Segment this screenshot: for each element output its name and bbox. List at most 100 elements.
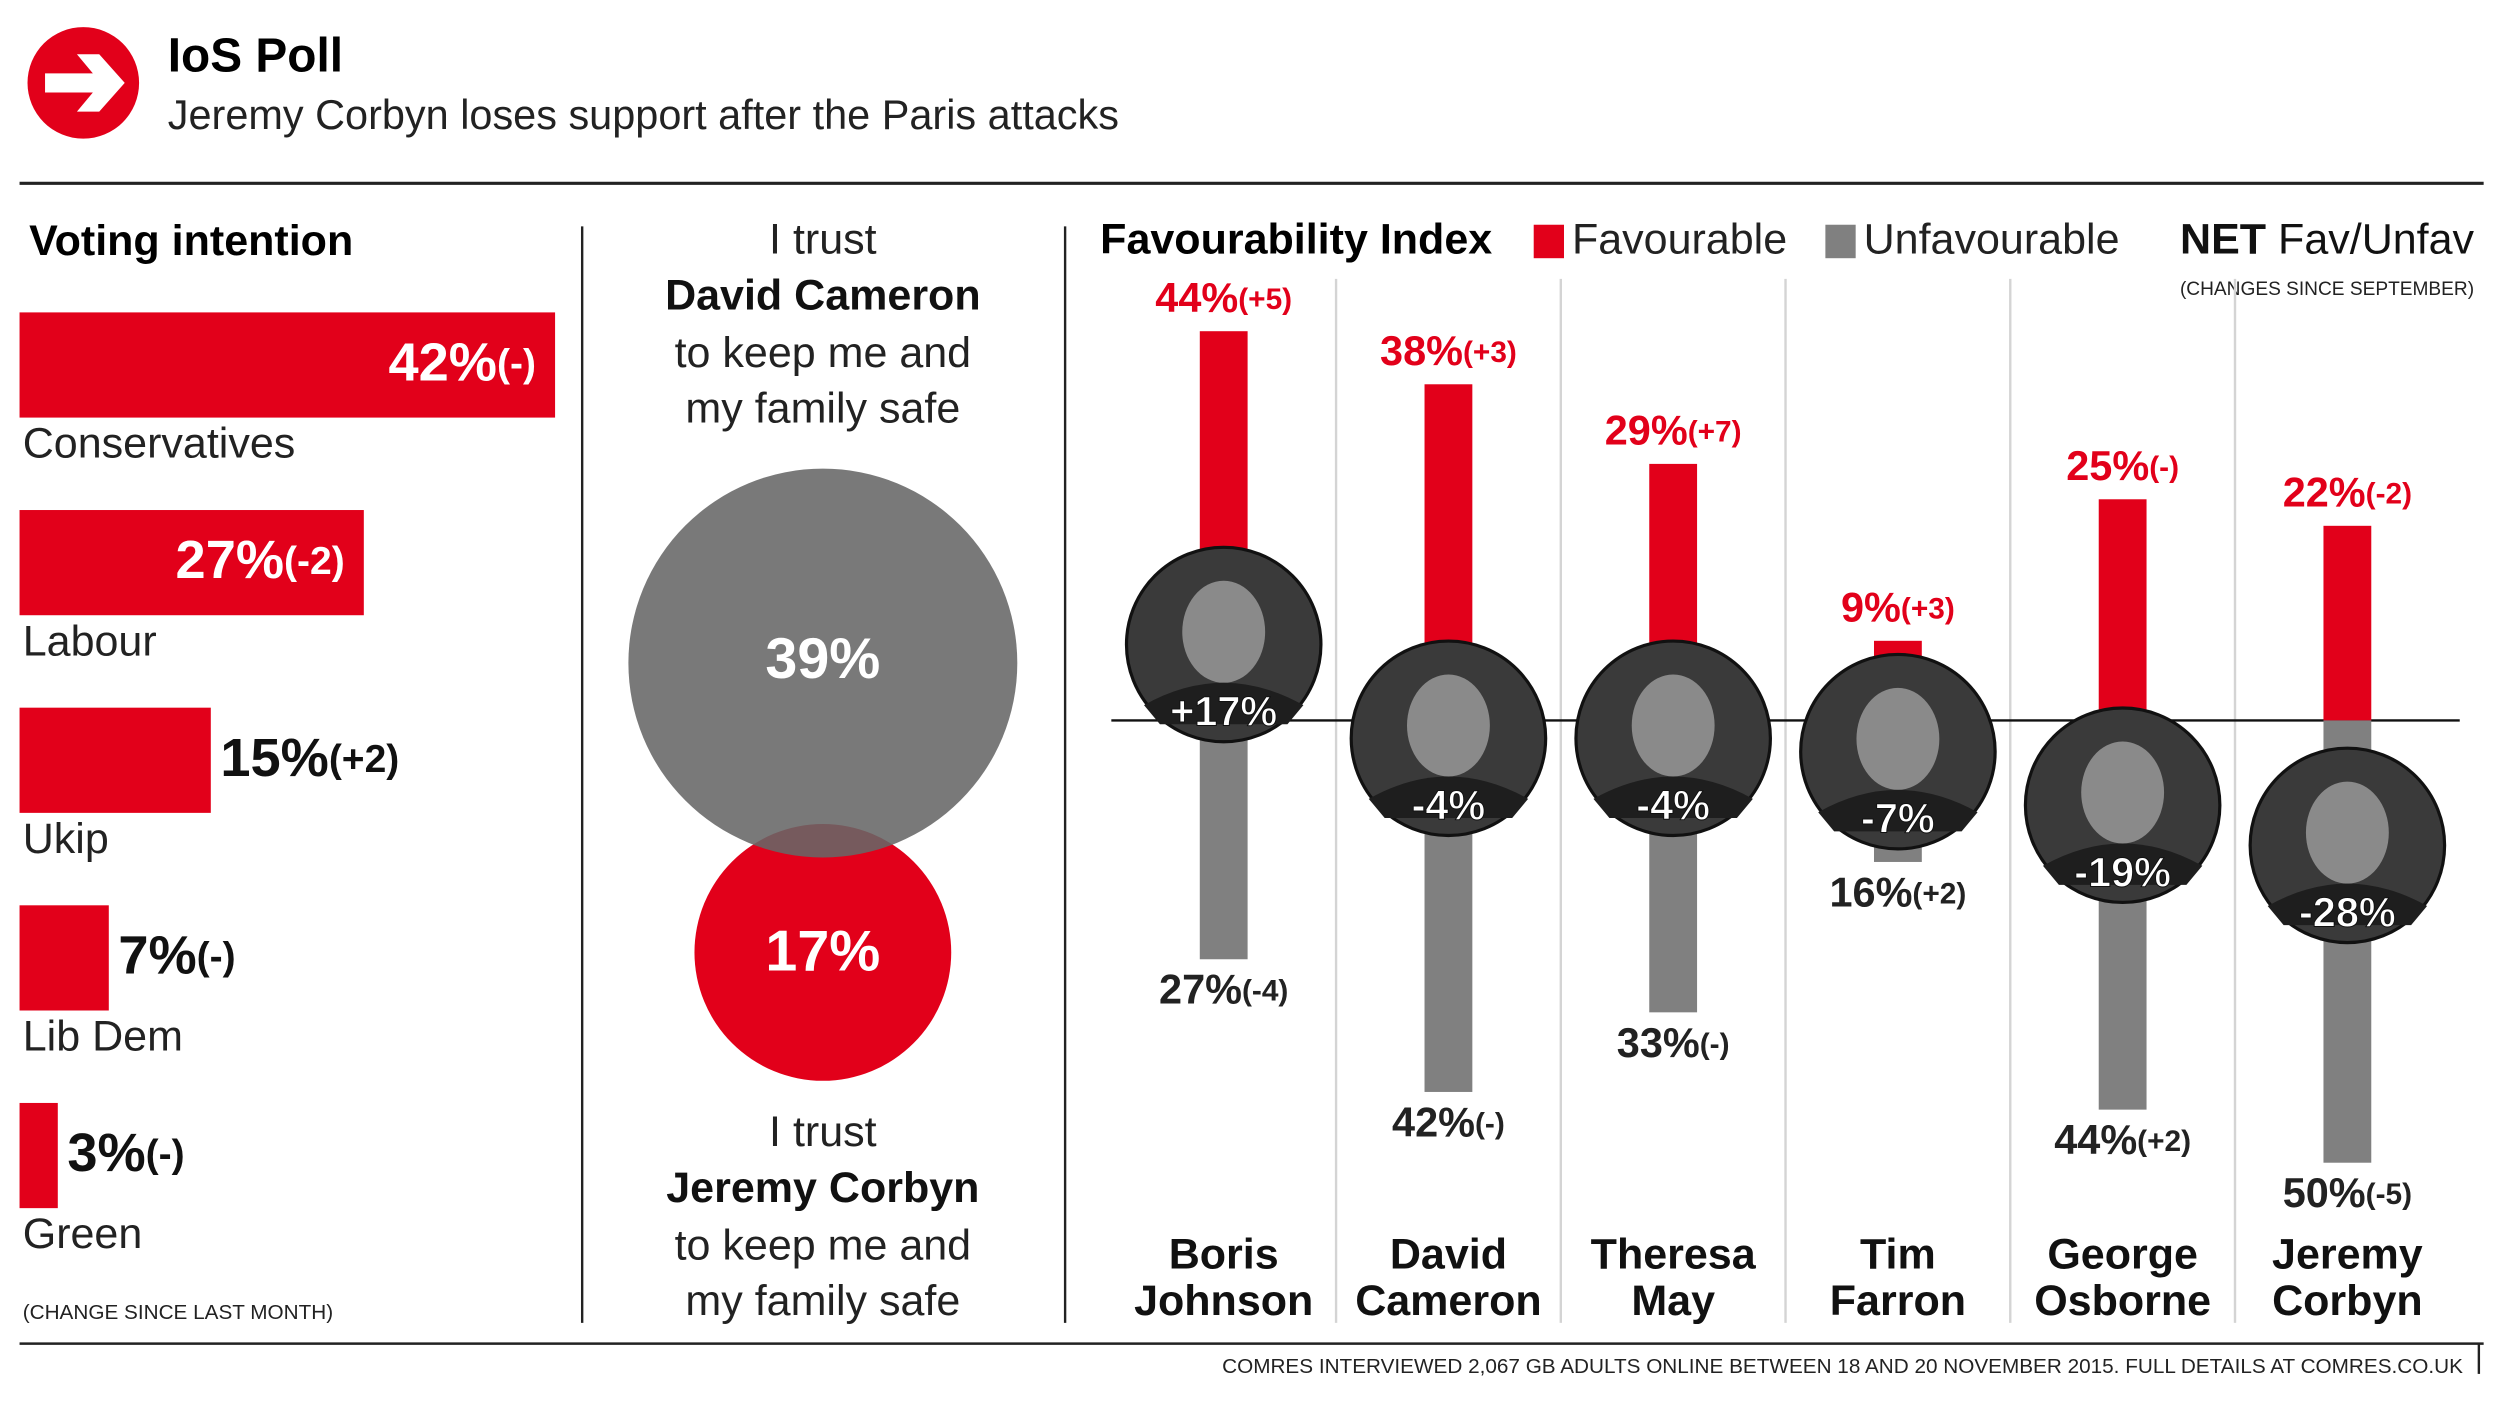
subtitle: Jeremy Corbyn loses support after the Pa… — [168, 91, 1119, 138]
portrait-shoulders — [1593, 776, 1753, 818]
category-line: Osborne — [2034, 1277, 2211, 1325]
portrait-shoulders — [2267, 883, 2428, 926]
portrait-shoulders — [2042, 843, 2203, 885]
category-line: Jeremy — [2272, 1231, 2423, 1279]
category-label: Boris Johnson — [1134, 1231, 1313, 1325]
change-label: (-) — [197, 936, 236, 979]
value-label: 27% — [176, 531, 284, 591]
bar-favourable — [2323, 525, 2372, 721]
portrait-face — [2081, 741, 2165, 844]
value-label: 42% — [389, 333, 497, 393]
value-label: 25% — [2066, 442, 2149, 489]
value-label: 44% — [1155, 274, 1238, 321]
change-label: (-5) — [2366, 1178, 2412, 1211]
net-label: -19% — [2074, 848, 2171, 895]
portrait-shoulders — [1144, 682, 1304, 725]
caption-name: Jeremy Corbyn — [666, 1164, 979, 1212]
change-label: (-2) — [284, 541, 345, 584]
chart-title: Voting intention — [29, 217, 353, 265]
net-label: -4% — [1636, 781, 1710, 828]
net-label: -7% — [1861, 795, 1935, 842]
legend-net: NET Fav/Unfav — [2180, 216, 2475, 264]
category-label: Ukip — [23, 815, 109, 863]
category-line: May — [1631, 1277, 1715, 1325]
caption: I trust — [769, 1108, 877, 1156]
portrait-face — [1631, 674, 1715, 777]
change-label: (-2) — [2366, 477, 2412, 510]
bar — [19, 1102, 58, 1209]
unfavourable-label: 27%(-4) — [1159, 966, 1288, 1013]
change-label: (+7) — [1688, 415, 1742, 448]
category-line: Cameron — [1355, 1277, 1541, 1325]
change-label: (+2) — [2137, 1125, 2191, 1158]
value-label: 22% — [2283, 468, 2366, 515]
change-label: (+2) — [1912, 877, 1966, 910]
caption: to keep me and — [675, 329, 972, 377]
legend-net-title: NET — [2180, 216, 2266, 264]
category-line: George — [2047, 1231, 2198, 1279]
bar-label: 7%(-) — [118, 926, 235, 986]
category-label: Tim Farron — [1830, 1231, 1966, 1325]
legend-swatch — [1825, 224, 1856, 259]
bar-label: 3%(-) — [67, 1123, 184, 1183]
bar — [19, 312, 556, 418]
bubble-label: 39% — [765, 627, 880, 691]
bar-label: 42%(-) — [389, 333, 536, 393]
value-label: 38% — [1380, 327, 1463, 374]
bar — [19, 707, 211, 813]
bar-label: 15%(+2) — [220, 728, 399, 788]
favourable-label: 9%(+3) — [1841, 583, 1955, 630]
portrait-face — [2305, 781, 2389, 884]
logo-arrow — [45, 54, 125, 112]
bar-unfavourable — [1199, 720, 1248, 960]
category-line: Theresa — [1591, 1231, 1757, 1279]
title: IoS Poll — [168, 30, 343, 83]
unfavourable-label: 16%(+2) — [1829, 868, 1966, 915]
category-label: Conservatives — [23, 420, 296, 468]
category-line: Corbyn — [2272, 1277, 2423, 1325]
value-label: 29% — [1605, 407, 1688, 454]
favourable-label: 29%(+7) — [1605, 407, 1742, 454]
change-label: (+3) — [1901, 592, 1955, 625]
bubble — [628, 468, 1018, 858]
category-line: David — [1390, 1231, 1507, 1279]
caption-name: David Cameron — [665, 271, 981, 319]
bar — [19, 510, 364, 616]
category-label: David Cameron — [1355, 1231, 1541, 1325]
footer: COMRES INTERVIEWED 2,067 GB ADULTS ONLIN… — [1222, 1355, 2463, 1378]
change-label: (+3) — [1463, 336, 1517, 369]
category-line: Tim — [1860, 1231, 1936, 1279]
category-label: Lib Dem — [23, 1013, 183, 1061]
value-label: 3% — [67, 1123, 145, 1183]
chart-title: Favourability Index — [1100, 216, 1492, 264]
value-label: 7% — [118, 926, 196, 986]
category-label: Jeremy Corbyn — [2272, 1231, 2423, 1325]
change-label: (-) — [497, 343, 536, 386]
category-line: Johnson — [1134, 1277, 1313, 1325]
portrait-face — [1856, 687, 1940, 790]
value-label: 15% — [220, 728, 328, 788]
caption: to keep me and — [675, 1221, 972, 1269]
caption: I trust — [769, 216, 877, 264]
caption: my family safe — [685, 1277, 960, 1325]
favourable-label: 25%(-) — [2066, 442, 2179, 489]
change-label: (+2) — [329, 738, 399, 781]
portrait-face — [1182, 580, 1266, 683]
change-label: (-) — [2149, 451, 2179, 484]
category-line: Farron — [1830, 1277, 1966, 1325]
unfavourable-label: 44%(+2) — [2054, 1116, 2191, 1163]
net-label: -4% — [1412, 781, 1486, 828]
bar — [19, 905, 109, 1011]
portrait-shoulders — [1818, 789, 1978, 832]
legend-net-space — [2266, 216, 2278, 264]
caption: my family safe — [685, 385, 960, 433]
favourable-label: 44%(+5) — [1155, 274, 1292, 321]
favourable-label: 38%(+3) — [1380, 327, 1517, 374]
change-label: (-) — [1700, 1028, 1730, 1061]
legend-label: Favourable — [1572, 216, 1787, 264]
change-label: (-4) — [1242, 975, 1288, 1008]
category-label: Labour — [23, 617, 157, 665]
legend-swatch — [1533, 224, 1564, 259]
portrait-face — [1406, 674, 1490, 777]
